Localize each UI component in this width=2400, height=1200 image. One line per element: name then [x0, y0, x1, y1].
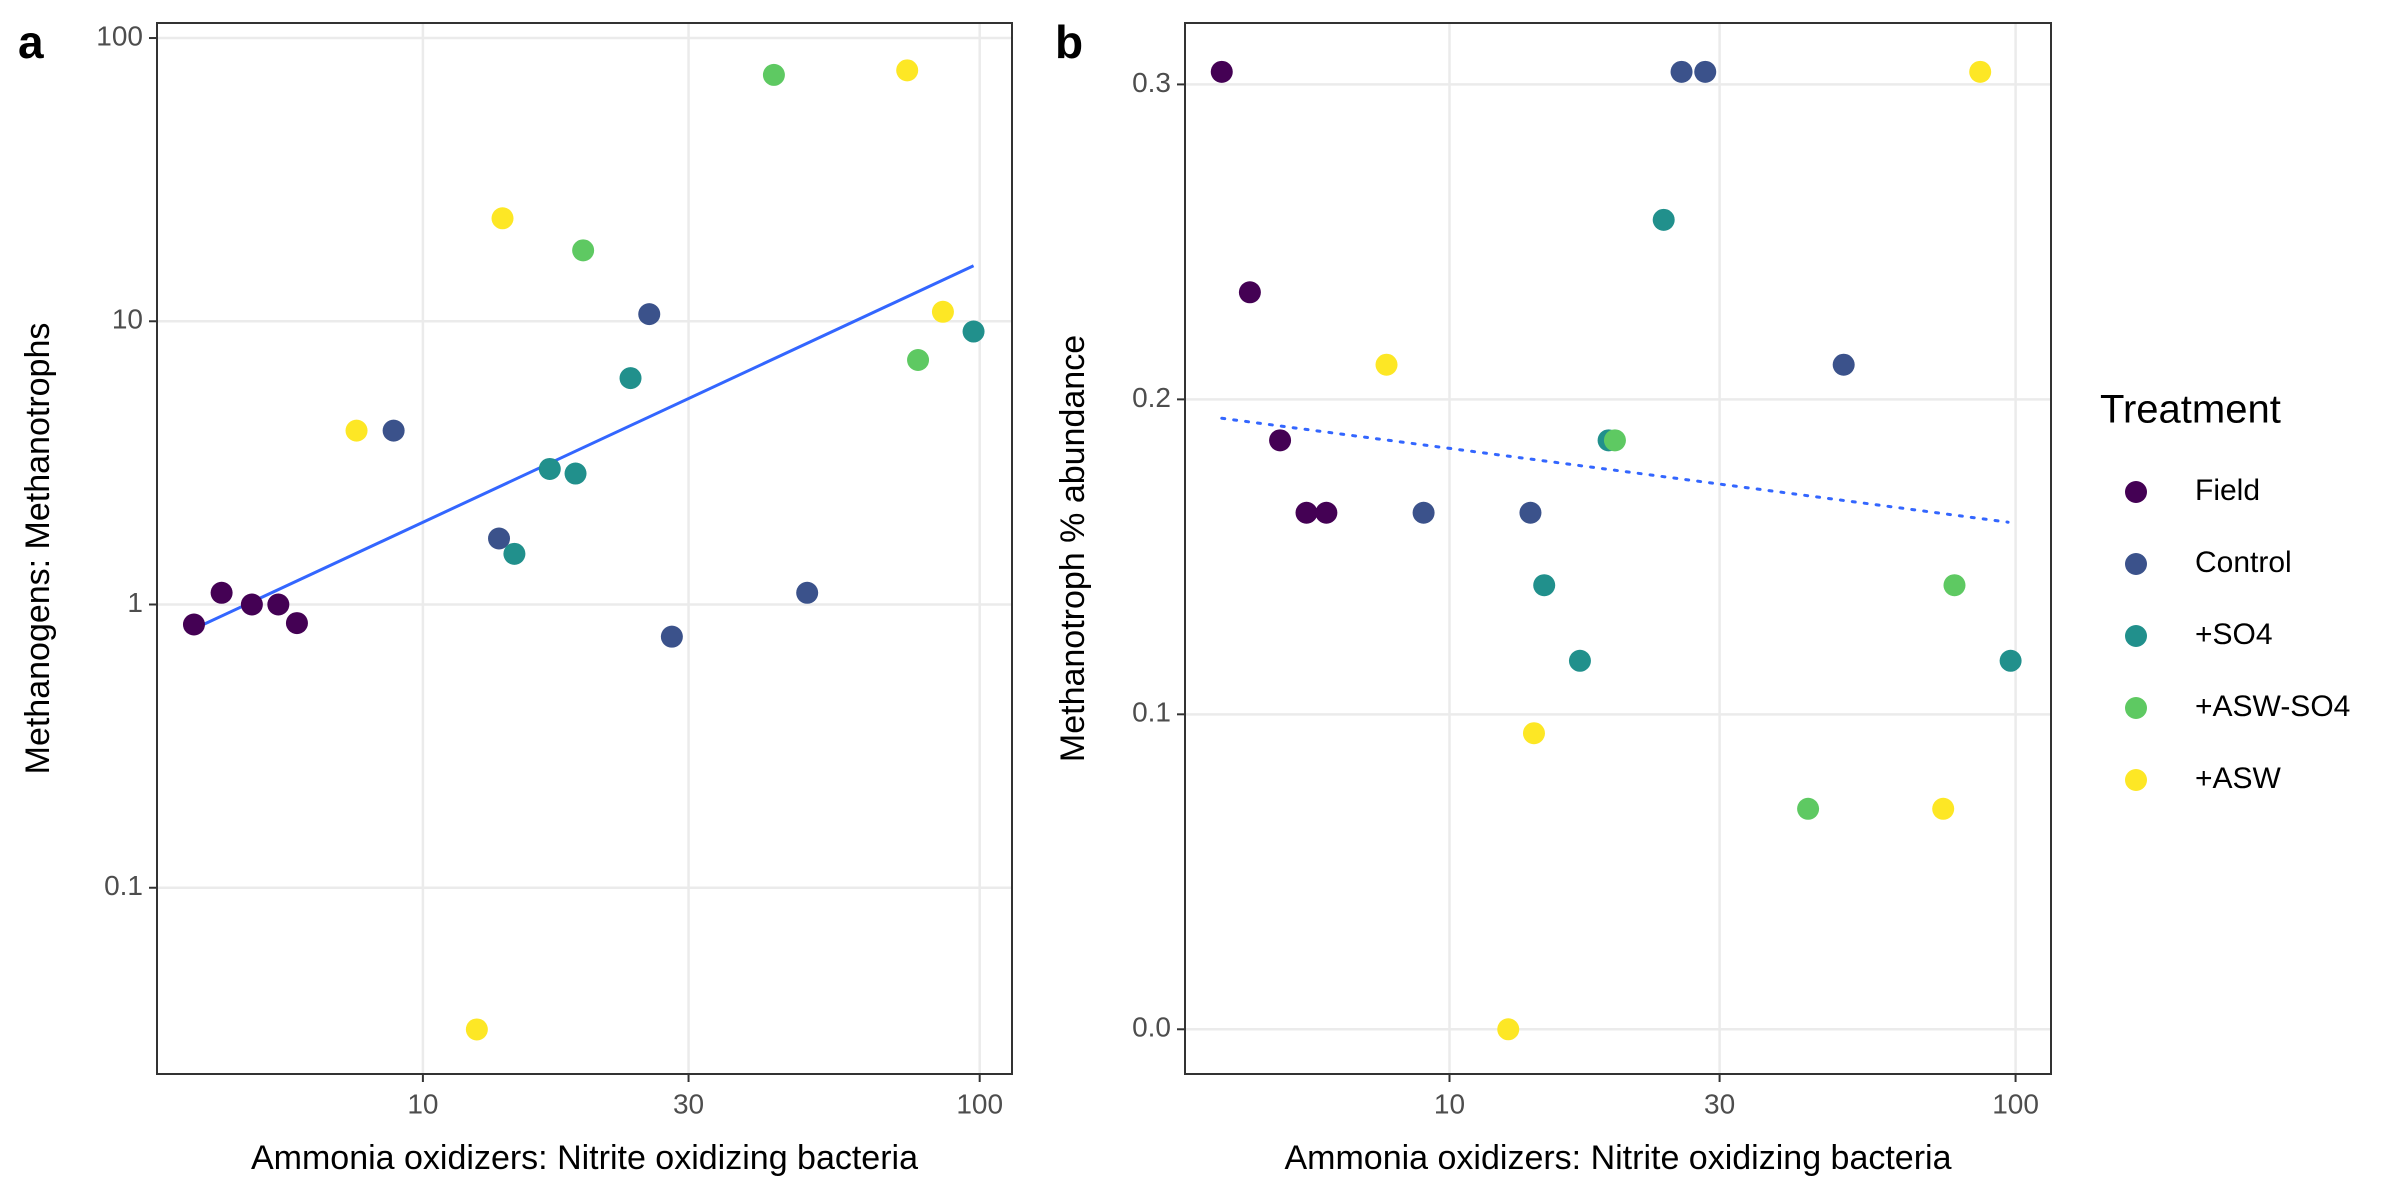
- y-axis-title: Methanotroph % abundance: [1054, 335, 1092, 762]
- point: [962, 320, 985, 343]
- legend-label: Control: [2195, 546, 2292, 579]
- point: [1797, 797, 1820, 820]
- legend-swatch: [2125, 697, 2147, 719]
- legend-label: +ASW-SO4: [2195, 690, 2350, 723]
- point: [1210, 60, 1233, 83]
- point: [660, 625, 683, 648]
- y-tick-label: 0.0: [1132, 1012, 1171, 1043]
- x-tick-label: 30: [1704, 1088, 1735, 1119]
- point: [572, 239, 595, 262]
- point: [1652, 208, 1675, 231]
- point: [491, 207, 514, 230]
- legend-label: Field: [2195, 474, 2260, 507]
- y-tick-label: 0.1: [104, 870, 143, 901]
- point: [1497, 1018, 1520, 1041]
- point: [1315, 501, 1338, 524]
- point: [488, 527, 511, 550]
- point: [619, 367, 642, 390]
- y-tick-label: 100: [96, 20, 143, 51]
- point: [896, 59, 919, 82]
- x-axis-title: Ammonia oxidizers: Nitrite oxidizing bac…: [251, 1139, 918, 1177]
- point: [1533, 574, 1556, 597]
- point: [1670, 60, 1693, 83]
- panel-label: b: [1055, 16, 1083, 68]
- y-tick-label: 0.1: [1132, 697, 1171, 728]
- x-tick-label: 30: [673, 1088, 704, 1119]
- point: [538, 457, 561, 480]
- point: [1375, 353, 1398, 376]
- legend-swatch: [2125, 769, 2147, 791]
- point: [1999, 649, 2022, 672]
- y-axis-title: Methanogens: Methanotrophs: [19, 323, 57, 775]
- point: [564, 462, 587, 485]
- point: [240, 593, 263, 616]
- legend-title: Treatment: [2100, 388, 2281, 432]
- plot-background: [1185, 23, 2051, 1074]
- point: [1522, 722, 1545, 745]
- point: [1412, 501, 1435, 524]
- plot-background: [157, 23, 1012, 1074]
- point: [285, 612, 308, 635]
- fit-line: [1220, 416, 2010, 524]
- point: [1519, 501, 1542, 524]
- point: [1694, 60, 1717, 83]
- point: [1603, 429, 1626, 452]
- point: [1832, 353, 1855, 376]
- point: [1269, 429, 1292, 452]
- point: [931, 300, 954, 323]
- plot-border: [156, 22, 1013, 1075]
- legend-label: +ASW: [2195, 762, 2282, 795]
- point: [465, 1018, 488, 1041]
- point: [1295, 501, 1318, 524]
- panel-label: a: [18, 16, 44, 68]
- point: [345, 419, 368, 442]
- y-tick-label: 10: [112, 304, 143, 335]
- point: [1238, 281, 1261, 304]
- point: [503, 542, 526, 565]
- y-tick-label: 1: [127, 587, 143, 618]
- point: [267, 593, 290, 616]
- x-tick-label: 100: [956, 1088, 1003, 1119]
- legend-swatch: [2125, 481, 2147, 503]
- x-axis-title: Ammonia oxidizers: Nitrite oxidizing bac…: [1284, 1139, 1951, 1177]
- point: [1969, 60, 1992, 83]
- x-tick-label: 10: [407, 1088, 438, 1119]
- x-tick-label: 10: [1434, 1088, 1465, 1119]
- fit-line: [193, 264, 975, 631]
- legend-swatch: [2125, 553, 2147, 575]
- point: [762, 63, 785, 86]
- point: [1932, 797, 1955, 820]
- legend-swatch: [2125, 625, 2147, 647]
- point: [1943, 574, 1966, 597]
- point: [210, 581, 233, 604]
- point: [1568, 649, 1591, 672]
- y-tick-label: 0.2: [1132, 382, 1171, 413]
- legend-label: +SO4: [2195, 618, 2273, 651]
- plot-border: [1184, 22, 2052, 1075]
- point: [907, 348, 930, 371]
- point: [182, 613, 205, 636]
- point: [638, 303, 661, 326]
- x-tick-label: 100: [1992, 1088, 2039, 1119]
- point: [796, 581, 819, 604]
- y-tick-label: 0.3: [1132, 67, 1171, 98]
- point: [382, 419, 405, 442]
